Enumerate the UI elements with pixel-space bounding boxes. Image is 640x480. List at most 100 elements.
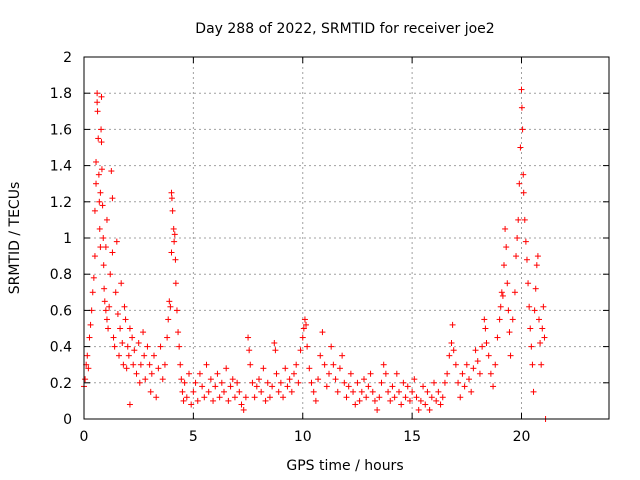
- data-point: [87, 321, 94, 328]
- data-point: [91, 253, 98, 260]
- data-point: [393, 370, 400, 377]
- data-point: [238, 401, 245, 408]
- data-point: [533, 262, 540, 269]
- data-point: [504, 280, 511, 287]
- data-point: [470, 365, 477, 372]
- data-point: [515, 216, 522, 223]
- data-point: [483, 339, 490, 346]
- data-point: [297, 347, 304, 354]
- data-point: [175, 329, 182, 336]
- data-point: [117, 325, 124, 332]
- data-point: [428, 394, 435, 401]
- data-point: [90, 274, 97, 281]
- data-point: [120, 361, 127, 368]
- data-point: [415, 406, 422, 413]
- data-point: [534, 253, 541, 260]
- data-point: [272, 347, 279, 354]
- data-point: [188, 401, 195, 408]
- data-point: [245, 334, 252, 341]
- data-point: [536, 316, 542, 323]
- data-point: [457, 394, 464, 401]
- data-point: [264, 379, 271, 386]
- data-point: [181, 379, 188, 386]
- data-point: [332, 376, 339, 383]
- data-point: [249, 379, 256, 386]
- data-point: [231, 394, 238, 401]
- data-point: [121, 303, 128, 310]
- data-point: [402, 394, 409, 401]
- data-point: [482, 325, 489, 332]
- data-point: [171, 238, 178, 245]
- data-point: [406, 397, 413, 404]
- data-point: [168, 189, 175, 196]
- data-point: [507, 352, 514, 359]
- data-point: [253, 383, 260, 390]
- y-tick-label: 1.2: [50, 195, 72, 211]
- data-point: [449, 321, 456, 328]
- data-point: [525, 280, 532, 287]
- data-point: [391, 394, 398, 401]
- data-point: [494, 334, 501, 341]
- data-point: [474, 358, 481, 365]
- data-point: [466, 376, 472, 383]
- data-point: [85, 365, 92, 372]
- data-point: [180, 397, 187, 404]
- data-point: [446, 352, 453, 359]
- data-point: [194, 397, 201, 404]
- data-point: [140, 329, 147, 336]
- data-point: [91, 207, 98, 214]
- y-tick-label: 0: [63, 412, 72, 428]
- data-point: [131, 347, 138, 354]
- data-point: [273, 370, 280, 377]
- data-point: [118, 280, 125, 287]
- data-point: [382, 370, 389, 377]
- data-point: [485, 352, 492, 359]
- data-point: [147, 388, 154, 395]
- data-point: [352, 401, 359, 408]
- data-point: [319, 329, 326, 336]
- data-point: [166, 298, 173, 305]
- data-point: [262, 397, 269, 404]
- data-point: [396, 388, 402, 395]
- data-point: [356, 397, 363, 404]
- data-point: [426, 406, 433, 413]
- data-point: [172, 280, 179, 287]
- data-point: [315, 376, 322, 383]
- axis-ticks: [83, 56, 609, 420]
- data-point: [99, 202, 106, 209]
- data-point: [105, 325, 112, 332]
- data-point: [518, 104, 525, 111]
- data-point: [199, 383, 206, 390]
- data-point: [266, 394, 273, 401]
- data-point: [472, 347, 479, 354]
- data-point: [157, 343, 164, 350]
- data-point: [417, 397, 424, 404]
- data-point: [107, 271, 114, 278]
- data-point: [177, 361, 184, 368]
- data-point: [95, 135, 102, 142]
- data-point: [517, 144, 524, 151]
- data-point: [258, 388, 265, 395]
- data-point: [521, 216, 528, 223]
- data-point: [365, 383, 372, 390]
- data-point: [481, 316, 488, 323]
- data-point: [229, 376, 236, 383]
- data-point: [114, 311, 121, 318]
- data-point: [251, 394, 258, 401]
- data-point: [275, 388, 282, 395]
- data-point: [378, 379, 385, 386]
- data-point: [86, 334, 93, 341]
- data-point: [236, 388, 243, 395]
- data-point: [459, 370, 466, 377]
- data-point: [505, 307, 512, 314]
- data-point: [496, 316, 503, 323]
- data-point: [173, 307, 180, 314]
- data-point: [468, 388, 475, 395]
- data-point: [367, 370, 374, 377]
- data-point: [463, 361, 470, 368]
- data-point: [141, 352, 148, 359]
- data-point: [225, 397, 232, 404]
- data-point: [509, 316, 516, 323]
- data-point: [520, 189, 527, 196]
- x-axis-label: GPS time / hours: [286, 458, 403, 474]
